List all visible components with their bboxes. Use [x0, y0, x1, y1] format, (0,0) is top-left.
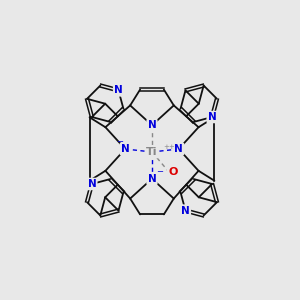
Text: N: N — [174, 144, 183, 154]
Text: Ti: Ti — [146, 147, 158, 157]
Text: O: O — [168, 167, 178, 177]
Text: −: − — [156, 167, 164, 176]
Text: N: N — [148, 120, 156, 130]
Text: N: N — [208, 112, 217, 122]
Text: N: N — [181, 206, 190, 216]
Text: N: N — [114, 85, 123, 95]
Text: N: N — [88, 179, 96, 189]
Text: N: N — [148, 174, 156, 184]
Text: N: N — [121, 144, 130, 154]
Text: ++: ++ — [163, 144, 175, 150]
Text: −: − — [116, 138, 123, 147]
